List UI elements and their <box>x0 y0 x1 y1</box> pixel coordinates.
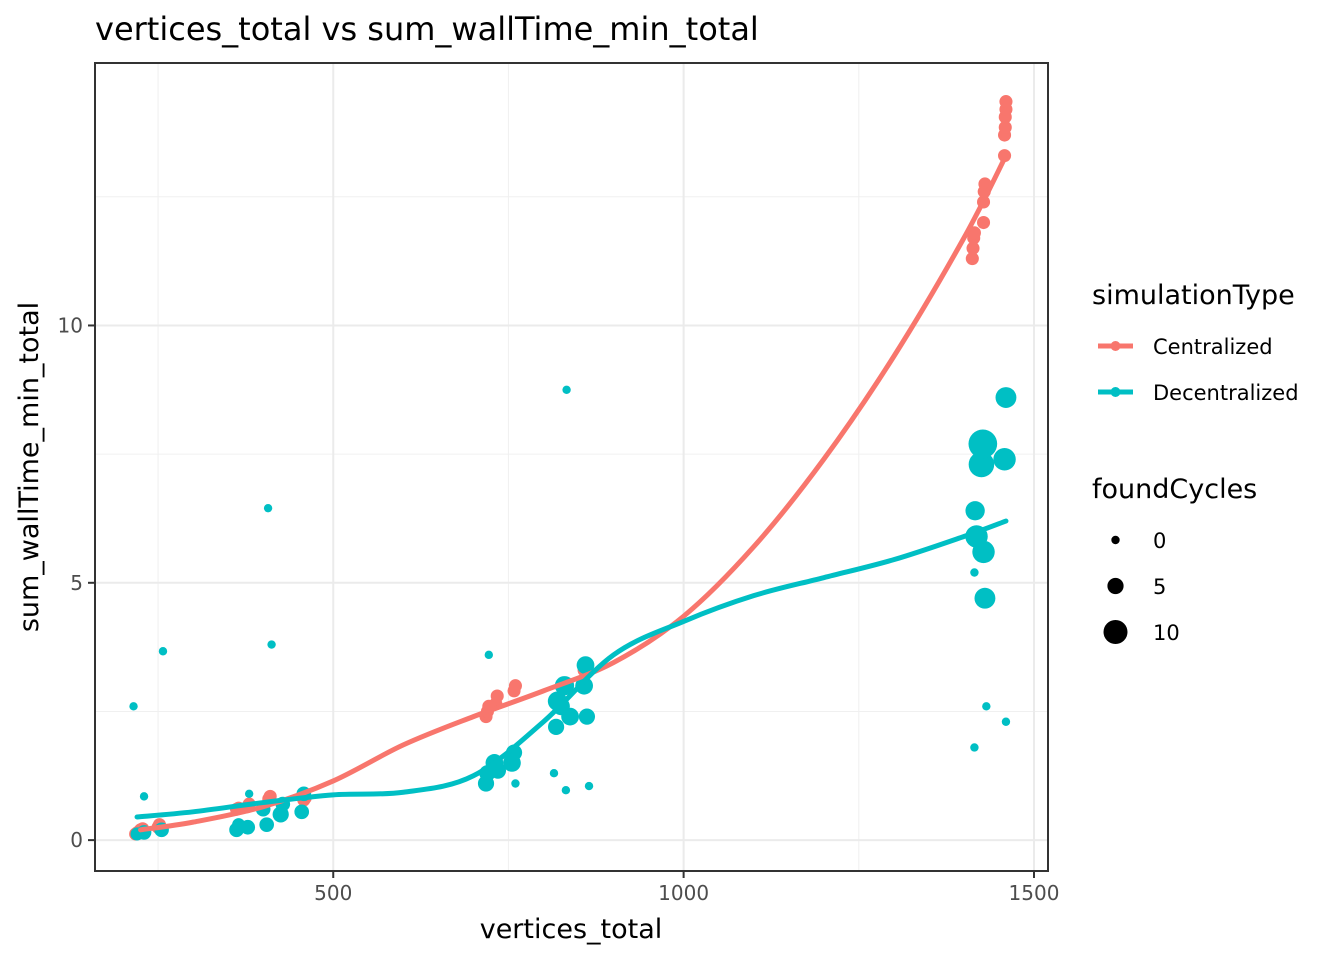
panel-border <box>94 62 1049 872</box>
plot-area: 500 1000 1500 0 5 10 <box>58 62 1060 905</box>
chart-title: vertices_total vs sum_wallTime_min_total <box>95 10 759 48</box>
legend-size-label: 10 <box>1153 621 1180 645</box>
data-point <box>976 216 991 230</box>
legend-size-label: 0 <box>1153 529 1166 553</box>
data-point <box>267 640 276 649</box>
legend-size-label: 5 <box>1153 575 1166 599</box>
data-point <box>998 120 1012 134</box>
legend-entry-label: Centralized <box>1153 335 1273 359</box>
legend-key-point <box>1110 387 1121 397</box>
data-point <box>965 252 979 266</box>
data-point <box>549 769 559 778</box>
data-point <box>576 656 595 675</box>
legend-size-key <box>1103 620 1128 644</box>
data-point <box>578 708 596 725</box>
series-decentralized-smooth-line <box>134 518 1009 820</box>
data-point <box>575 676 593 695</box>
data-point <box>970 568 979 577</box>
data-point <box>484 650 494 660</box>
y-axis-label: sum_wallTime_min_total <box>14 302 45 632</box>
legend-color-title: simulationType <box>1092 280 1295 311</box>
data-point <box>982 702 991 711</box>
data-point <box>966 241 980 255</box>
data-point <box>547 718 565 735</box>
data-point <box>993 448 1016 471</box>
data-point <box>968 451 995 478</box>
data-point <box>259 817 275 833</box>
data-point <box>294 804 310 820</box>
data-point <box>158 647 168 656</box>
data-point <box>968 429 998 459</box>
legend: simulationType Centralized Decentralized fo… <box>1092 280 1299 645</box>
data-point <box>129 702 138 711</box>
x-tick-label: 1000 <box>658 881 709 905</box>
data-point <box>999 95 1013 109</box>
y-tick-label: 5 <box>70 571 83 595</box>
data-point <box>974 587 996 609</box>
legend-key-point <box>1110 341 1121 351</box>
data-point <box>489 762 507 779</box>
legend-size-key <box>1107 577 1124 595</box>
x-tick-label: 1500 <box>1009 881 1060 905</box>
data-point <box>263 503 273 513</box>
legend-entry-label: Decentralized <box>1153 381 1299 405</box>
y-tick-label: 10 <box>58 313 83 337</box>
data-point <box>995 387 1017 408</box>
series-decentralized-points <box>129 385 1017 841</box>
data-point <box>965 501 985 521</box>
data-point <box>508 679 522 693</box>
data-point <box>1001 717 1011 726</box>
x-axis-label: vertices_total <box>480 914 663 945</box>
data-point <box>970 743 979 752</box>
data-point <box>562 385 571 395</box>
data-point <box>561 786 571 795</box>
data-point <box>972 540 995 564</box>
y-tick-label: 0 <box>70 828 83 852</box>
data-point <box>244 789 254 799</box>
legend-size-key <box>1111 535 1120 545</box>
data-point <box>584 781 594 791</box>
data-point <box>561 707 579 726</box>
x-tick-label: 500 <box>314 881 352 905</box>
legend-size-title: foundCycles <box>1092 474 1257 505</box>
data-point <box>139 792 149 801</box>
data-point <box>511 779 520 788</box>
data-point <box>240 819 256 835</box>
data-point <box>490 689 504 703</box>
